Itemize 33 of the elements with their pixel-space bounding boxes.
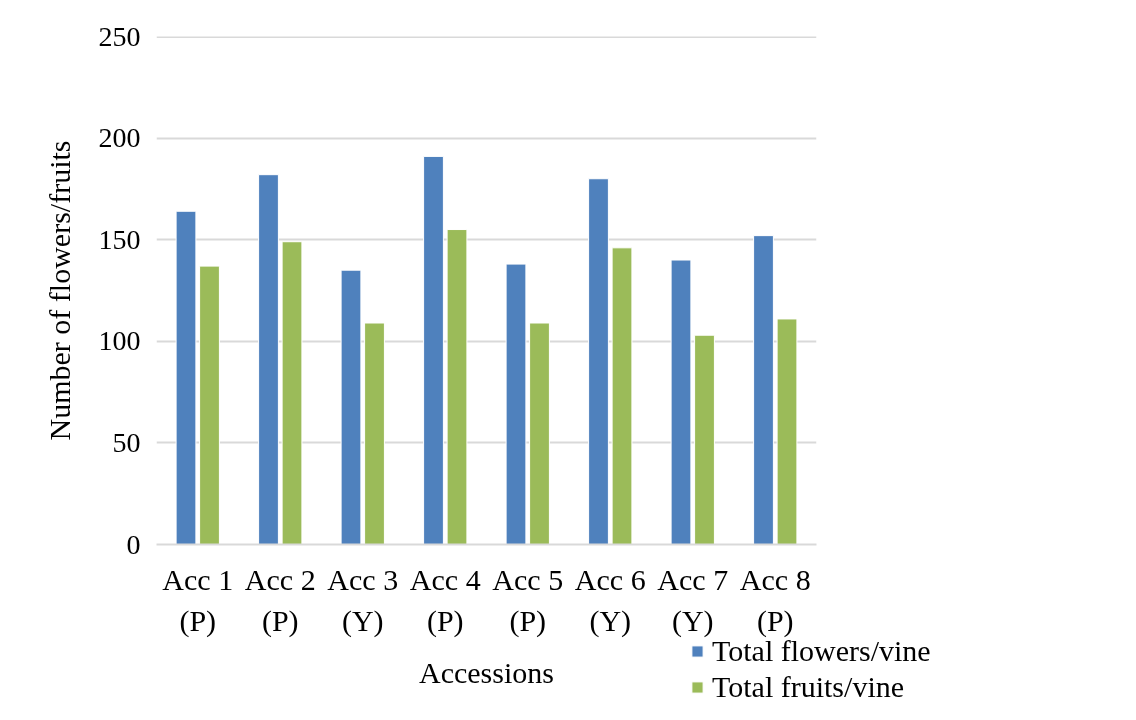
y-tick-label: 50 (112, 426, 141, 458)
x-tick-label: Acc 1 (P) (162, 562, 234, 638)
x-tick-label: Acc 7 (Y) (657, 562, 729, 638)
bar (446, 229, 468, 545)
x-axis-title: Accessions (419, 655, 554, 689)
bar (281, 241, 303, 545)
bar (753, 235, 774, 545)
bar (611, 247, 633, 545)
y-tick-label: 250 (98, 20, 141, 52)
x-tick-label: Acc 4 (P) (409, 562, 481, 638)
bar (588, 178, 609, 545)
legend-label: Total fruits/vine (712, 670, 905, 704)
x-tick-label: Acc 3 (Y) (327, 562, 399, 638)
bar (694, 334, 715, 545)
bar (175, 210, 197, 545)
bar (364, 322, 385, 545)
bar (505, 263, 527, 545)
bar (776, 318, 798, 545)
x-tick-label: Acc 2 (P) (244, 562, 316, 638)
bar (529, 322, 550, 545)
x-tick-label: Acc 6 (Y) (574, 562, 646, 638)
x-tick-label: Acc 5 (P) (492, 562, 564, 638)
bar (199, 265, 220, 545)
y-tick-label: 0 (126, 528, 141, 560)
y-tick-label: 150 (98, 223, 141, 255)
x-tick-label: Acc 8 (P) (739, 562, 811, 638)
bar (423, 155, 444, 545)
y-tick-label: 100 (98, 325, 141, 357)
bar (258, 174, 279, 545)
bar (670, 259, 692, 545)
y-tick-label: 200 (98, 122, 141, 154)
y-axis-title: Number of flowers/fruits (42, 140, 76, 441)
bar (340, 269, 362, 545)
